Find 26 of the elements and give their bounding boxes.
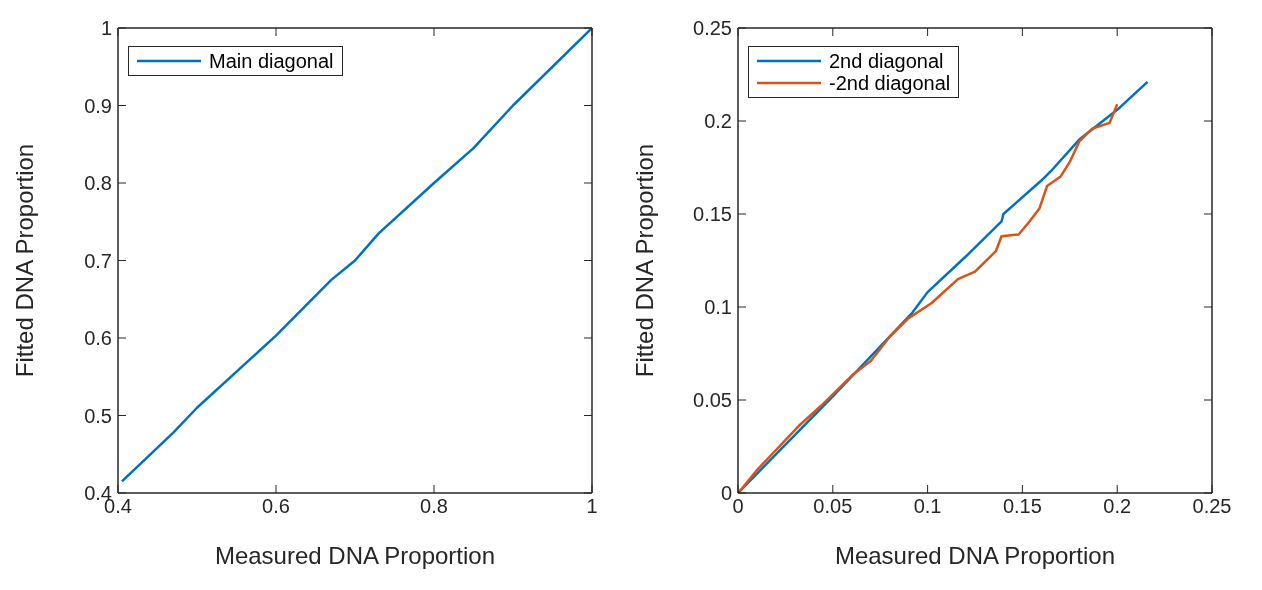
y-axis-title: Fitted DNA Proportion bbox=[630, 143, 658, 378]
x-tick-label: 0.8 bbox=[420, 495, 448, 518]
y-tick-label: 1 bbox=[100, 17, 112, 40]
x-tick-label: 0.6 bbox=[262, 495, 290, 518]
x-tick-label: 1 bbox=[586, 495, 598, 518]
y-tick-label: 0.7 bbox=[84, 249, 112, 272]
x-tick-label: 0.15 bbox=[1002, 495, 1042, 518]
y-tick-label: 0.6 bbox=[84, 327, 112, 350]
y-tick-label: 0.05 bbox=[693, 389, 732, 412]
y-tick-label: 0.1 bbox=[704, 296, 732, 319]
y-tick-label: 0.9 bbox=[84, 94, 112, 117]
x-axis-title: Measured DNA Proportion bbox=[214, 542, 496, 569]
x-tick-label: 0.2 bbox=[1103, 495, 1132, 518]
y-axis-title: Fitted DNA Proportion bbox=[10, 143, 38, 378]
x-tick-label: 0.1 bbox=[913, 495, 942, 518]
y-tick-label: 0.8 bbox=[84, 172, 112, 195]
x-tick-label: 0.25 bbox=[1192, 495, 1232, 518]
y-tick-label: 0.5 bbox=[84, 404, 112, 427]
legend-label: 2nd diagonal bbox=[829, 50, 944, 72]
y-tick-label: 0.2 bbox=[704, 110, 732, 133]
x-tick-label: 0.05 bbox=[813, 495, 853, 518]
y-tick-label: 0.25 bbox=[693, 17, 732, 40]
y-tick-label: 0.15 bbox=[693, 203, 732, 226]
legend-label: -2nd diagonal bbox=[829, 72, 951, 94]
legend-label: Main diagonal bbox=[209, 50, 334, 72]
x-axis-title: Measured DNA Proportion bbox=[834, 542, 1116, 569]
